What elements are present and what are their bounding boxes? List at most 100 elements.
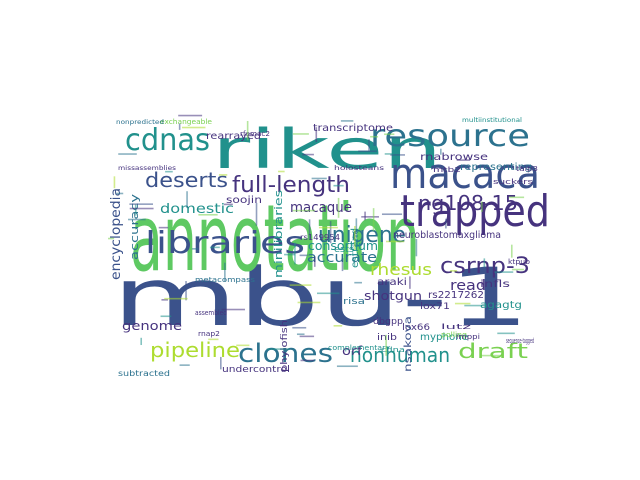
filler-mark — [415, 238, 418, 257]
filler-mark — [494, 271, 514, 273]
filler-mark — [160, 315, 172, 318]
filler-mark — [302, 153, 314, 156]
word-draft: draft — [458, 339, 528, 363]
filler-mark — [386, 240, 405, 243]
word-inib: inib — [377, 333, 397, 343]
word-missassemblies: missassemblies — [118, 165, 176, 172]
filler-mark — [178, 114, 203, 117]
word-suckers: suckers — [493, 178, 534, 186]
filler-mark — [246, 120, 249, 141]
word-rnap2: rnap2 — [198, 330, 220, 338]
filler-mark — [341, 258, 344, 272]
filler-mark — [299, 254, 308, 257]
filler-mark — [221, 308, 245, 311]
filler-mark — [128, 218, 146, 221]
filler-mark — [464, 304, 487, 307]
filler-mark — [129, 203, 154, 205]
filler-mark — [220, 356, 222, 370]
word-macaca: macaca — [390, 149, 540, 198]
word-complementary: complementary — [328, 344, 390, 352]
word-minilibraries: minilibraries — [272, 190, 285, 278]
word-trapped: trapped — [400, 186, 550, 237]
filler-mark — [456, 159, 471, 161]
word-taip3: taip3 — [516, 165, 538, 173]
filler-mark — [311, 177, 327, 180]
word-consortium: consortium — [308, 239, 378, 253]
filler-mark — [336, 365, 358, 368]
filler-mark — [289, 284, 312, 286]
filler-mark — [313, 256, 316, 267]
filler-mark — [358, 150, 377, 153]
word-ng108-15: ng108-15 — [418, 191, 518, 215]
filler-mark — [284, 253, 296, 256]
word-clones: clones — [238, 339, 333, 369]
filler-mark — [108, 237, 115, 240]
filler-mark — [385, 334, 387, 356]
word-rearrayed: rearrayed — [206, 131, 261, 142]
filler-mark — [179, 364, 190, 366]
filler-mark — [186, 191, 188, 209]
filler-mark — [161, 299, 168, 301]
filler-mark — [372, 208, 375, 232]
filler-mark — [266, 348, 290, 350]
filler-mark — [192, 248, 199, 250]
filler-mark — [390, 154, 405, 156]
filler-mark — [481, 201, 483, 212]
small-word-filler — [108, 114, 525, 370]
word-dbgpp: dbgpp — [373, 317, 403, 327]
word-annotation: annotation — [130, 185, 420, 292]
word-transcriptome: transcriptome — [313, 123, 393, 134]
word-genome: genome — [122, 319, 182, 333]
word-nonhuman: nonhuman — [350, 343, 450, 367]
filler-mark — [355, 218, 358, 239]
filler-mark — [294, 242, 296, 265]
word-pipeline: pipeline — [150, 338, 240, 362]
filler-mark — [480, 354, 504, 357]
filler-mark — [255, 202, 258, 226]
filler-mark — [224, 262, 226, 282]
word-orf: orf — [342, 344, 363, 358]
word-holosteans: holosteans — [334, 165, 384, 172]
word-read: read — [450, 278, 486, 294]
filler-mark — [296, 333, 305, 336]
word-multiinstitutional: multiinstitutional — [462, 117, 522, 124]
word-shotgun: shotgun — [364, 289, 422, 303]
filler-mark — [384, 133, 395, 136]
filler-mark — [445, 218, 447, 229]
filler-mark — [116, 192, 124, 195]
filler-mark — [361, 216, 379, 218]
word-soojin: soojin — [226, 195, 262, 206]
word-myphone: myphone — [420, 332, 468, 343]
filler-mark — [236, 344, 250, 347]
word-nonpredicted: nonpredicted — [116, 119, 164, 126]
word-encyclopedia: encyclopedia — [109, 188, 124, 280]
filler-mark — [450, 270, 458, 272]
filler-mark — [384, 153, 394, 155]
filler-mark — [317, 292, 340, 295]
filler-mark — [409, 276, 411, 289]
filler-mark — [223, 203, 233, 206]
filler-mark — [483, 258, 486, 268]
filler-mark — [278, 170, 285, 173]
filler-mark — [158, 226, 169, 229]
filler-mark — [292, 209, 315, 212]
word-subtracted: subtracted — [118, 369, 170, 378]
filler-mark — [140, 337, 143, 346]
filler-mark — [208, 338, 219, 341]
word-assembled: assembled — [195, 309, 227, 317]
filler-mark — [337, 197, 340, 218]
filler-mark — [292, 133, 309, 135]
filler-mark — [292, 326, 307, 329]
filler-mark — [497, 332, 515, 335]
filler-mark — [354, 226, 356, 250]
filler-mark — [454, 302, 471, 305]
word-rs149954: rs149954 — [300, 233, 340, 242]
word-ktpub: ktpub — [508, 258, 531, 266]
filler-mark — [511, 268, 524, 271]
word-riken: riken — [212, 118, 442, 181]
word-lox71: lox71 — [420, 302, 450, 312]
filler-mark — [198, 213, 218, 216]
filler-mark — [333, 325, 343, 327]
filler-mark — [165, 170, 173, 173]
